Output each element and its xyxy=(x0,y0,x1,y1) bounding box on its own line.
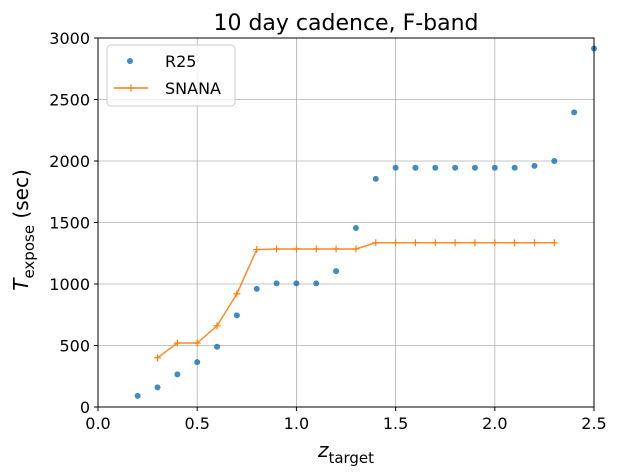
snana-point xyxy=(292,245,300,253)
legend-box xyxy=(106,44,236,107)
y-axis-label: Texpose (sec) xyxy=(9,169,38,291)
r25-point xyxy=(511,164,518,171)
r25-point xyxy=(571,109,578,116)
x-tick-label: 2.0 xyxy=(482,414,507,433)
legend-snana-plus xyxy=(127,84,135,92)
r25-point xyxy=(233,312,240,319)
snana-point xyxy=(154,354,162,362)
y-axis-label-suffix: (sec) xyxy=(9,169,33,225)
r25-point xyxy=(253,285,260,292)
y-tick-label: 2500 xyxy=(49,91,90,110)
r25-point xyxy=(134,392,141,399)
r25-point xyxy=(412,164,419,171)
r25-point xyxy=(333,268,340,275)
r25-point xyxy=(293,280,300,287)
r25-point xyxy=(273,280,280,287)
r25-point xyxy=(452,164,459,171)
snana-point xyxy=(173,339,181,347)
snana-point xyxy=(213,322,221,330)
snana-point xyxy=(431,239,439,247)
snana-point xyxy=(352,245,360,253)
r25-point xyxy=(313,280,320,287)
legend-r25-label: R25 xyxy=(165,52,196,71)
y-tick-label: 3000 xyxy=(49,29,90,48)
x-tick-label: 1.5 xyxy=(383,414,408,433)
snana-point xyxy=(530,239,538,247)
snana-point xyxy=(451,239,459,247)
x-axis-label: ztarget xyxy=(317,438,374,467)
snana-point xyxy=(550,239,558,247)
y-tick-label: 0 xyxy=(80,398,90,417)
legend: R25 SNANA xyxy=(106,44,236,107)
chart-title: 10 day cadence, F-band xyxy=(213,11,478,36)
x-axis-label-main: z xyxy=(317,438,329,462)
y-tick-label: 500 xyxy=(59,337,90,356)
snana-point xyxy=(491,239,499,247)
r25-point xyxy=(174,371,181,378)
y-axis-label-group: Texpose (sec) xyxy=(9,169,38,291)
y-axis-label-main: T xyxy=(9,277,33,291)
y-tick-label: 2000 xyxy=(49,152,90,171)
r25-point xyxy=(471,164,478,171)
r25-point xyxy=(352,225,359,232)
snana-point xyxy=(372,239,380,247)
r25-point xyxy=(194,359,201,366)
r25-point xyxy=(214,343,221,350)
series-layer xyxy=(134,45,597,399)
snana-point xyxy=(332,245,340,253)
x-tick-label: 0.5 xyxy=(184,414,209,433)
legend-snana-marker xyxy=(127,84,135,92)
snana-point xyxy=(471,239,479,247)
y-tick-label: 1500 xyxy=(49,214,90,233)
x-tick-label: 2.5 xyxy=(581,414,606,433)
x-axis-label-subscript: target xyxy=(328,449,374,467)
r25-point xyxy=(491,164,498,171)
ticks: 0.0 0.5 1.0 1.5 2.0 2.5 0 500 1000 1500 2000 2500 30… xyxy=(49,29,606,433)
snana-point xyxy=(411,239,419,247)
snana-point xyxy=(253,246,261,254)
r25-point xyxy=(551,158,558,164)
snana-point xyxy=(511,239,519,247)
r25-point xyxy=(392,164,399,171)
snana-point xyxy=(193,339,201,347)
r25-point xyxy=(531,162,538,169)
legend-snana-label: SNANA xyxy=(165,79,221,98)
y-tick-label: 1000 xyxy=(49,275,90,294)
r25-point xyxy=(154,384,161,391)
legend-r25-marker xyxy=(127,58,133,64)
snana-point xyxy=(312,245,320,253)
x-tick-label: 0.0 xyxy=(85,414,110,433)
snana-point xyxy=(392,239,400,247)
x-tick-label: 1.0 xyxy=(284,414,309,433)
snana-point xyxy=(273,245,281,253)
r25-point xyxy=(432,164,439,171)
snana-point xyxy=(233,290,241,298)
y-axis-label-subscript: expose xyxy=(20,225,38,279)
r25-point xyxy=(372,175,379,182)
